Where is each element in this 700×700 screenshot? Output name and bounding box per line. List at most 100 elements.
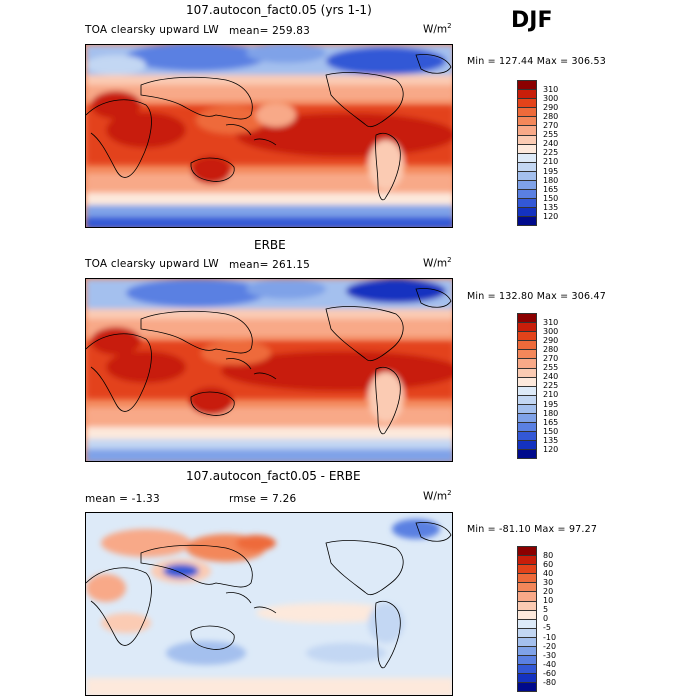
colorbar-level-label: 20: [543, 587, 554, 596]
panel-1-mean: mean= 259.83: [229, 25, 311, 37]
colorbar-level-label: 80: [543, 550, 554, 560]
colorbar-swatch: [517, 682, 537, 692]
colorbar-level-label: 195: [543, 166, 559, 176]
colorbar-swatch: [517, 582, 537, 592]
colorbar-swatch: [517, 449, 537, 459]
colorbar-swatch: [517, 331, 537, 341]
colorbar-level-label: 10: [543, 596, 554, 606]
colorbar-swatch: [517, 340, 537, 350]
colorbar-swatch: [517, 116, 537, 126]
colorbar-level-label: -80: [543, 678, 557, 687]
colorbar-swatch: [517, 413, 537, 423]
panel-3-map-field: [86, 513, 452, 695]
colorbar-level-label: 180: [543, 408, 559, 418]
panel-1-title: 107.autocon_fact0.05 (yrs 1-1): [186, 3, 372, 17]
panel-3-colorbar: [517, 546, 537, 692]
panel-2-mean: mean= 261.15: [229, 259, 311, 271]
panel-2-map: [85, 278, 453, 462]
colorbar-level-label: 280: [543, 111, 559, 121]
colorbar-level-label: -60: [543, 668, 557, 678]
colorbar-level-label: -30: [543, 650, 557, 660]
colorbar-swatch: [517, 555, 537, 565]
colorbar-swatch: [517, 80, 537, 90]
panel-3-coastlines: [86, 522, 452, 669]
panel-3-title: 107.autocon_fact0.05 - ERBE: [186, 469, 361, 483]
colorbar-swatch: [517, 98, 537, 108]
colorbar-level-label: 120: [543, 212, 559, 221]
colorbar-level-label: 280: [543, 344, 559, 354]
panel-2-variable: TOA clearsky upward LW: [85, 258, 219, 270]
colorbar-swatch: [517, 216, 537, 226]
panel-1-variable: TOA clearsky upward LW: [85, 24, 219, 36]
colorbar-swatch: [517, 394, 537, 404]
colorbar-level-label: 240: [543, 372, 559, 382]
colorbar-swatch: [517, 349, 537, 359]
colorbar-swatch: [517, 655, 537, 665]
colorbar-level-label: 240: [543, 139, 559, 149]
colorbar-level-label: 135: [543, 435, 559, 445]
colorbar-level-label: 225: [543, 148, 559, 158]
colorbar-swatch: [517, 403, 537, 414]
panel-2-units: W/m2: [423, 256, 452, 270]
colorbar-level-label: 290: [543, 102, 559, 112]
panel-3-units: W/m2: [423, 489, 452, 503]
colorbar-swatch: [517, 564, 537, 574]
colorbar-swatch: [517, 322, 537, 332]
panel-1-colorbar: [517, 80, 537, 226]
colorbar-swatch: [517, 618, 537, 628]
colorbar-level-label: -5: [543, 623, 551, 633]
colorbar-level-label: 150: [543, 426, 559, 436]
colorbar-level-label: 150: [543, 193, 559, 203]
colorbar-level-label: 165: [543, 417, 559, 427]
colorbar-level-label: 270: [543, 121, 559, 130]
colorbar-level-label: 0: [543, 614, 549, 624]
colorbar-swatch: [517, 431, 537, 441]
colorbar-swatch: [517, 646, 537, 656]
panel-1-coastlines: [86, 54, 452, 201]
colorbar-level-label: 210: [543, 390, 559, 400]
colorbar-level-label: 255: [543, 130, 559, 140]
panel-2-colorbar: [517, 313, 537, 459]
colorbar-level-label: 210: [543, 157, 559, 167]
colorbar-swatch: [517, 422, 537, 432]
colorbar-swatch: [517, 358, 537, 368]
colorbar-level-label: 40: [543, 568, 554, 578]
colorbar-swatch: [517, 546, 537, 556]
panel-1-map-field: [86, 45, 452, 227]
colorbar-level-label: 120: [543, 445, 559, 454]
colorbar-level-label: 310: [543, 84, 559, 94]
colorbar-level-label: 165: [543, 184, 559, 194]
colorbar-swatch: [517, 170, 537, 181]
colorbar-swatch: [517, 189, 537, 199]
colorbar-level-label: 60: [543, 559, 554, 569]
colorbar-swatch: [517, 385, 537, 395]
panel-3-minmax: Min = -81.10 Max = 97.27: [467, 524, 598, 535]
colorbar-swatch: [517, 440, 537, 450]
colorbar-level-label: -40: [543, 659, 557, 669]
colorbar-swatch: [517, 673, 537, 683]
colorbar-level-label: 270: [543, 354, 559, 363]
colorbar-swatch: [517, 152, 537, 162]
colorbar-swatch: [517, 573, 537, 583]
colorbar-level-label: -10: [543, 632, 557, 642]
panel-2-title: ERBE: [254, 238, 286, 252]
panel-3-map: [85, 512, 453, 696]
colorbar-level-label: 135: [543, 202, 559, 212]
colorbar-level-label: 290: [543, 335, 559, 345]
colorbar-swatch: [517, 664, 537, 674]
colorbar-swatch: [517, 89, 537, 99]
colorbar-level-label: 300: [543, 326, 559, 336]
panel-2-map-field: [86, 279, 452, 461]
colorbar-swatch: [517, 180, 537, 190]
colorbar-swatch: [517, 376, 537, 386]
panel-1-units: W/m2: [423, 22, 452, 36]
panel-1-map: [85, 44, 453, 228]
panel-3-rmse: rmse = 7.26: [229, 493, 297, 505]
colorbar-swatch: [517, 143, 537, 153]
colorbar-swatch: [517, 107, 537, 117]
colorbar-swatch: [517, 198, 537, 208]
colorbar-swatch: [517, 134, 537, 144]
panel-1-minmax: Min = 127.44 Max = 306.53: [467, 56, 606, 67]
colorbar-swatch: [517, 636, 537, 647]
colorbar-swatch: [517, 591, 537, 601]
